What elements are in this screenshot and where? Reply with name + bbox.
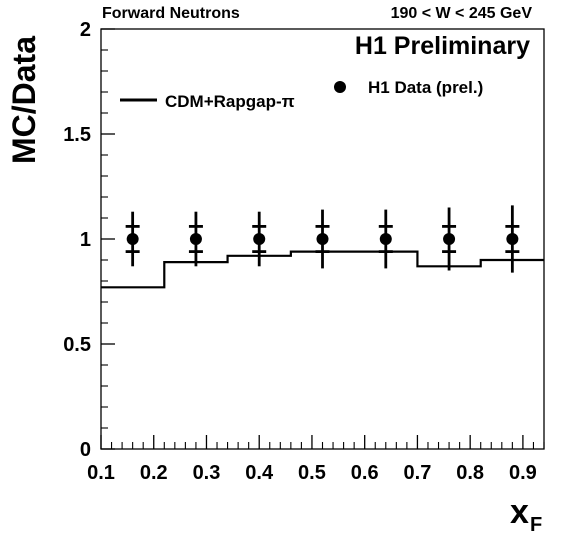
legend-data-marker — [334, 81, 346, 93]
x-tick-label: 0.5 — [298, 462, 326, 484]
data-point — [505, 205, 520, 273]
x-tick-label: 0.7 — [404, 462, 432, 484]
data-marker — [443, 233, 456, 245]
model-histogram-line — [101, 250, 544, 289]
data-marker — [126, 233, 139, 245]
y-tick-label: 1 — [80, 229, 91, 251]
legend-model-label: CDM+Rapgap-π — [165, 92, 295, 111]
data-marker — [316, 233, 329, 245]
y-tick-label: 0.5 — [63, 334, 91, 356]
data-marker — [189, 233, 202, 245]
legend-data-label: H1 Data (prel.) — [368, 78, 483, 97]
x-tick-label: 0.9 — [509, 462, 537, 484]
data-point — [252, 211, 267, 267]
data-point — [442, 207, 457, 271]
x-tick-label: 0.4 — [245, 462, 274, 484]
data-point — [188, 211, 203, 267]
y-tick-label: 0 — [80, 439, 91, 461]
x-tick-label: 0.2 — [140, 462, 168, 484]
x-tick-label: 0.8 — [456, 462, 484, 484]
x-tick-label: 0.1 — [87, 462, 115, 484]
data-marker — [253, 233, 266, 245]
x-tick-label: 0.3 — [193, 462, 221, 484]
header-right: 190 < W < 245 GeV — [391, 5, 533, 22]
y-axis-label: MC/Data — [6, 36, 42, 164]
data-marker — [379, 233, 392, 245]
header-left: Forward Neutrons — [102, 5, 240, 22]
x-axis-label-subscript: F — [530, 514, 542, 536]
x-axis-label: x — [510, 493, 529, 531]
y-tick-label: 1.5 — [63, 124, 91, 146]
data-point — [125, 211, 140, 267]
data-marker — [506, 233, 519, 245]
x-tick-label: 0.6 — [351, 462, 379, 484]
data-point — [315, 209, 330, 269]
y-tick-label: 2 — [80, 19, 91, 41]
preliminary-annotation: H1 Preliminary — [355, 32, 530, 60]
data-point — [378, 209, 393, 269]
